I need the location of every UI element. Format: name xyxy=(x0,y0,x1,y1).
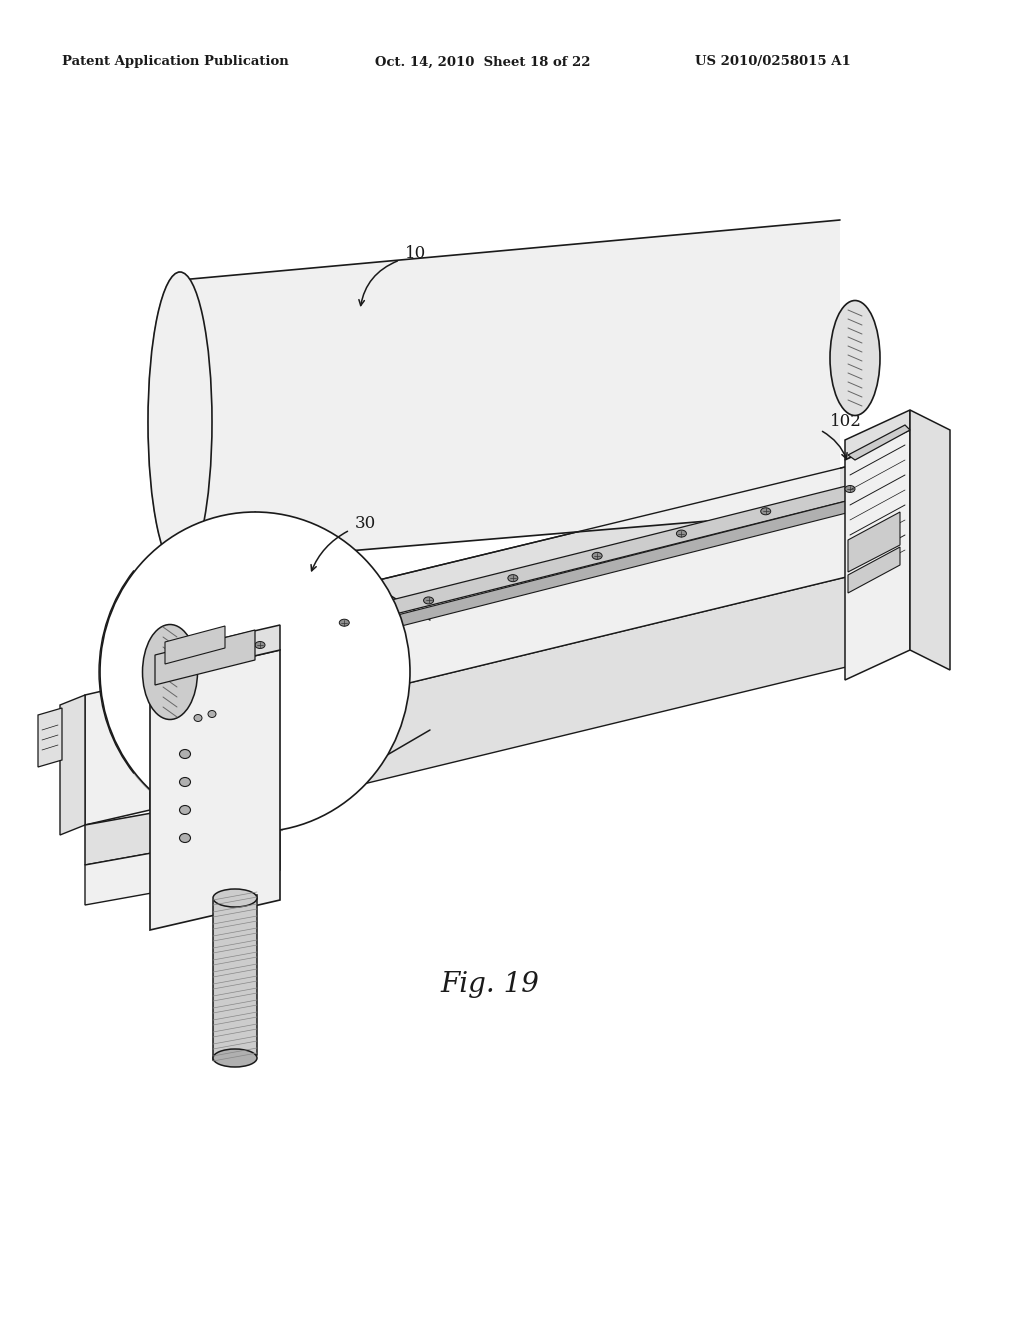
Ellipse shape xyxy=(194,714,202,722)
Polygon shape xyxy=(38,708,62,767)
Polygon shape xyxy=(85,789,280,865)
Ellipse shape xyxy=(213,888,257,907)
Ellipse shape xyxy=(213,1049,257,1067)
Polygon shape xyxy=(910,411,950,671)
Text: US 2010/0258015 A1: US 2010/0258015 A1 xyxy=(695,55,851,69)
Ellipse shape xyxy=(179,777,190,787)
Polygon shape xyxy=(215,570,874,820)
Ellipse shape xyxy=(255,642,265,648)
Polygon shape xyxy=(165,626,225,664)
Polygon shape xyxy=(180,220,840,565)
Text: 102: 102 xyxy=(830,413,862,430)
Polygon shape xyxy=(215,450,915,649)
Text: 30: 30 xyxy=(355,515,376,532)
Polygon shape xyxy=(213,895,257,1060)
Ellipse shape xyxy=(592,552,602,560)
Polygon shape xyxy=(215,490,874,730)
Ellipse shape xyxy=(339,619,349,626)
Ellipse shape xyxy=(208,710,216,718)
Polygon shape xyxy=(845,411,910,459)
Polygon shape xyxy=(150,624,280,680)
Text: Patent Application Publication: Patent Application Publication xyxy=(62,55,289,69)
Ellipse shape xyxy=(179,750,190,759)
Polygon shape xyxy=(150,649,280,931)
Ellipse shape xyxy=(761,508,771,515)
Ellipse shape xyxy=(845,486,855,492)
Ellipse shape xyxy=(148,272,212,572)
Text: 10: 10 xyxy=(406,244,426,261)
Text: Oct. 14, 2010  Sheet 18 of 22: Oct. 14, 2010 Sheet 18 of 22 xyxy=(375,55,591,69)
Ellipse shape xyxy=(142,624,198,719)
Polygon shape xyxy=(848,512,900,572)
Polygon shape xyxy=(60,696,85,836)
Polygon shape xyxy=(85,680,150,825)
Polygon shape xyxy=(848,425,910,459)
Polygon shape xyxy=(155,630,255,685)
Polygon shape xyxy=(848,546,900,593)
Text: Fig. 19: Fig. 19 xyxy=(440,972,540,998)
Ellipse shape xyxy=(179,833,190,842)
Ellipse shape xyxy=(179,805,190,814)
Ellipse shape xyxy=(677,531,686,537)
Ellipse shape xyxy=(100,512,410,832)
Polygon shape xyxy=(845,430,910,680)
Ellipse shape xyxy=(830,301,880,416)
Ellipse shape xyxy=(508,574,518,582)
Polygon shape xyxy=(240,495,870,667)
Ellipse shape xyxy=(424,597,433,605)
Polygon shape xyxy=(240,480,870,653)
Polygon shape xyxy=(85,830,280,906)
